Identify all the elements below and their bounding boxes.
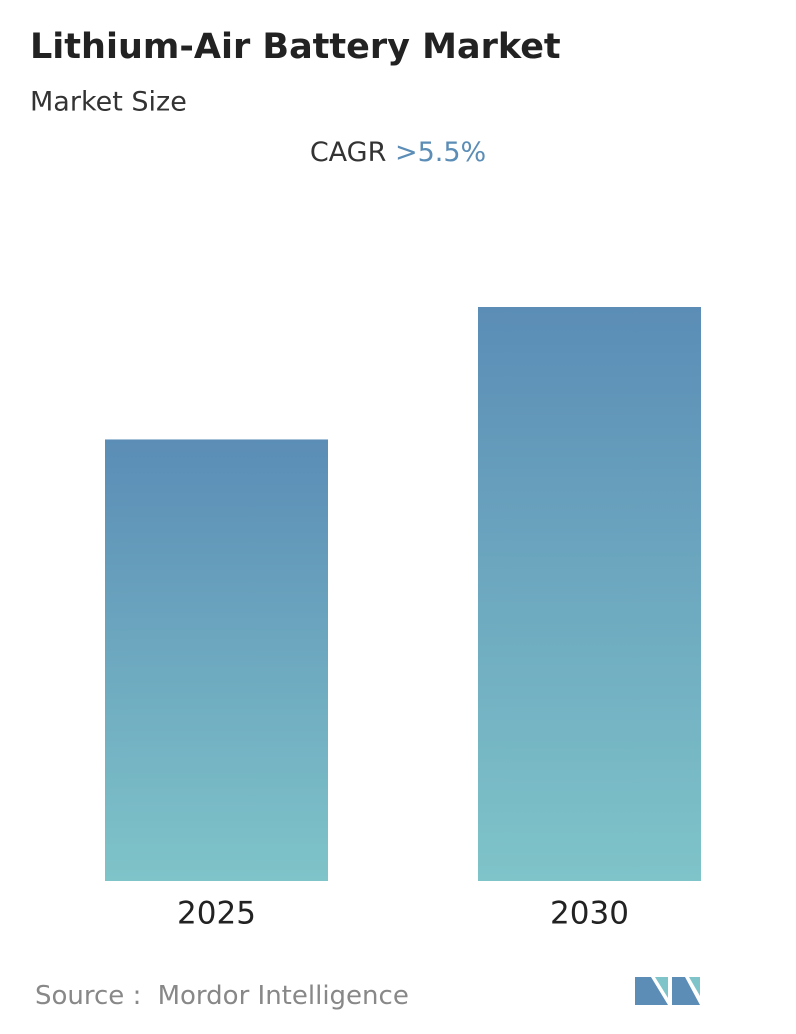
bar: [105, 439, 328, 881]
chart-title: Lithium-Air Battery Market: [30, 27, 561, 67]
x-tick-label: 2025: [177, 896, 256, 932]
x-tick-label: 2030: [550, 896, 629, 932]
chart-subtitle: Market Size: [30, 87, 187, 118]
source-label: Source :: [35, 981, 141, 1011]
source: Source : Mordor Intelligence: [35, 981, 409, 1011]
cagr-value: >5.5%: [395, 137, 486, 168]
bar: [478, 307, 701, 881]
logo: [635, 977, 700, 1005]
cagr-label: CAGR: [310, 137, 387, 168]
source-name: Mordor Intelligence: [158, 981, 409, 1011]
cagr: CAGR >5.5%: [310, 137, 486, 168]
